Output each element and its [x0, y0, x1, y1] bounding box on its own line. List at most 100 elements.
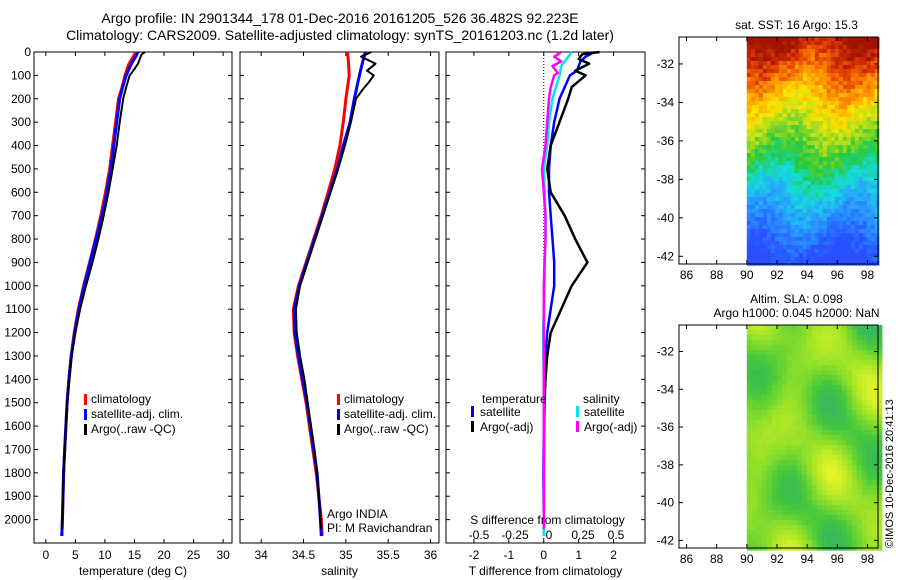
sst_map-cell: [822, 249, 828, 254]
sst_map-cell: [830, 141, 836, 146]
sla_map-cell: [776, 420, 783, 426]
sla_map-cell: [856, 520, 863, 526]
sst_map-cell: [842, 253, 848, 258]
sst_map-cell: [746, 89, 752, 94]
sst_map-cell: [750, 237, 756, 242]
sla_map-cell: [801, 535, 808, 541]
sst_map-xtick-label: 88: [710, 268, 724, 282]
sst_map-cell: [774, 225, 780, 230]
sla_map-cell: [831, 425, 838, 431]
sst_map-cell: [762, 193, 768, 198]
sla_map-cell: [761, 355, 768, 361]
sla_map-cell: [811, 450, 818, 456]
sst_map-cell: [866, 69, 872, 74]
sst_map-cell: [862, 65, 868, 70]
sst_map-cell: [802, 141, 808, 146]
sst_map-cell: [818, 249, 824, 254]
sla_map-cell: [796, 395, 803, 401]
sst_map-cell: [794, 225, 800, 230]
sst_map-cell: [842, 205, 848, 210]
sst_map-cell: [858, 101, 864, 106]
sla_map-cell: [816, 515, 823, 521]
sla_map-cell: [856, 445, 863, 451]
sst_map-cell: [834, 129, 840, 134]
sst_map-cell: [810, 133, 816, 138]
sst_map-cell: [790, 149, 796, 154]
sst_map-cell: [750, 245, 756, 250]
sla_map-cell: [746, 495, 753, 501]
sla_map-cell: [876, 430, 883, 436]
sla_map-cell: [756, 330, 763, 336]
sla_map-cell: [831, 330, 838, 336]
sla_map-cell: [756, 390, 763, 396]
sla_map-cell: [856, 455, 863, 461]
sst_map-cell: [770, 45, 776, 50]
sla_map-cell: [851, 475, 858, 481]
sla_map-cell: [766, 450, 773, 456]
sla_map-cell: [826, 425, 833, 431]
sst_map-cell: [766, 205, 772, 210]
sla_map-cell: [826, 535, 833, 541]
sst_map-xtick-label: 98: [861, 268, 875, 282]
sst_map-cell: [766, 73, 772, 78]
sst_map-cell: [770, 73, 776, 78]
sla_map-cell: [841, 340, 848, 346]
sst_map-cell: [850, 221, 856, 226]
sst_map-cell: [842, 213, 848, 218]
sst_map-cell: [862, 85, 868, 90]
sla_map-cell: [826, 495, 833, 501]
sla_map-cell: [806, 515, 813, 521]
sst_map-cell: [778, 49, 784, 54]
sla_map-cell: [771, 365, 778, 371]
sst_map-cell: [754, 261, 760, 266]
sla_map-cell: [836, 335, 843, 341]
sst_map-cell: [834, 61, 840, 66]
sst_map-cell: [850, 213, 856, 218]
sst_map-cell: [838, 133, 844, 138]
sst_map-cell: [838, 237, 844, 242]
sst_map-cell: [750, 217, 756, 222]
sla_map-cell: [851, 520, 858, 526]
sla_map-cell: [756, 510, 763, 516]
sla_map-cell: [866, 350, 873, 356]
sla_map-cell: [756, 475, 763, 481]
sst_map-cell: [822, 97, 828, 102]
sst_map-cell: [846, 97, 852, 102]
sla_map-cell: [751, 465, 758, 471]
sst_map-cell: [770, 77, 776, 82]
sst_map-cell: [842, 169, 848, 174]
sst_map-cell: [870, 253, 876, 258]
sst_map-cell: [846, 249, 852, 254]
sst_map-cell: [830, 221, 836, 226]
sst_map-cell: [750, 81, 756, 86]
sst_map-cell: [770, 185, 776, 190]
sst_map-cell: [842, 221, 848, 226]
sst_map-cell: [866, 213, 872, 218]
sst_map-cell: [854, 109, 860, 114]
sst_map-cell: [838, 261, 844, 266]
sst_map-cell: [866, 185, 872, 190]
sla_map-cell: [831, 475, 838, 481]
depth-tick-label: 1400: [4, 372, 31, 386]
sla_map-cell: [746, 425, 753, 431]
sst_map-cell: [782, 57, 788, 62]
sst_map-cell: [862, 229, 868, 234]
sst_map-cell: [798, 217, 804, 222]
sla_map-cell: [826, 455, 833, 461]
sst_map-cell: [862, 125, 868, 130]
sst_map-cell: [794, 245, 800, 250]
sst_map-cell: [874, 253, 880, 258]
sla_map-cell: [821, 335, 828, 341]
sst_map-cell: [842, 189, 848, 194]
sla_map-cell: [751, 445, 758, 451]
sst_map-cell: [770, 201, 776, 206]
sst_map-cell: [778, 141, 784, 146]
sst_map-cell: [750, 177, 756, 182]
sst_map-cell: [858, 73, 864, 78]
sla_map-cell: [876, 525, 883, 531]
sst_map-cell: [870, 197, 876, 202]
sst_map-cell: [862, 205, 868, 210]
sst_map-cell: [802, 217, 808, 222]
sst_map-cell: [838, 161, 844, 166]
